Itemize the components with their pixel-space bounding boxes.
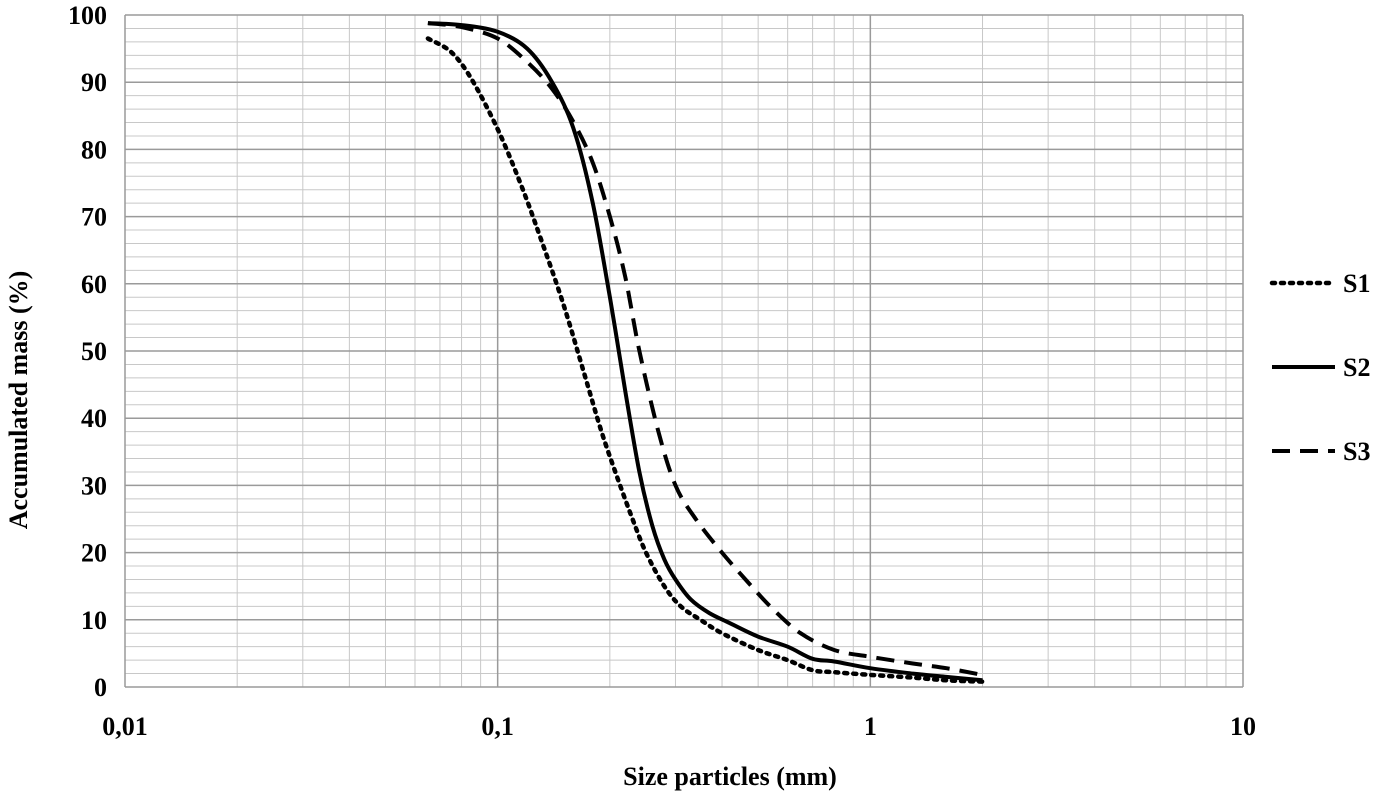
y-tick-label: 0	[94, 673, 107, 702]
x-tick-label: 10	[1230, 712, 1256, 741]
legend-label-s1: S1	[1343, 269, 1370, 298]
series-line-s1	[425, 36, 985, 684]
y-tick-labels: 0 10 20 30 40 50 60 70 80 90 100	[68, 1, 107, 702]
series-line-s2	[427, 21, 983, 683]
y-tick-label: 60	[81, 270, 107, 299]
grid-minor	[125, 15, 1243, 687]
y-tick-label: 70	[81, 203, 107, 232]
y-tick-label: 90	[81, 68, 107, 97]
x-tick-labels: 0,01 0,1 1 10	[102, 712, 1256, 741]
x-tick-label: 0,1	[481, 712, 514, 741]
y-tick-label: 80	[81, 135, 107, 164]
y-axis-title: Accumulated mass (%)	[4, 271, 33, 530]
y-tick-label: 100	[68, 1, 107, 30]
y-tick-label: 40	[81, 404, 107, 433]
x-tick-label: 1	[864, 712, 877, 741]
x-axis-title: Size particles (mm)	[623, 762, 837, 791]
legend-label-s3: S3	[1343, 437, 1370, 466]
y-tick-label: 20	[81, 539, 107, 568]
grid-major	[124, 14, 1244, 688]
y-tick-label: 50	[81, 337, 107, 366]
legend: S1 S2 S3	[1269, 269, 1370, 466]
y-tick-label: 30	[81, 471, 107, 500]
series-layer	[425, 21, 985, 684]
legend-label-s2: S2	[1343, 353, 1370, 382]
y-tick-label: 10	[81, 606, 107, 635]
series-line-s3	[427, 21, 983, 677]
x-tick-label: 0,01	[102, 712, 148, 741]
